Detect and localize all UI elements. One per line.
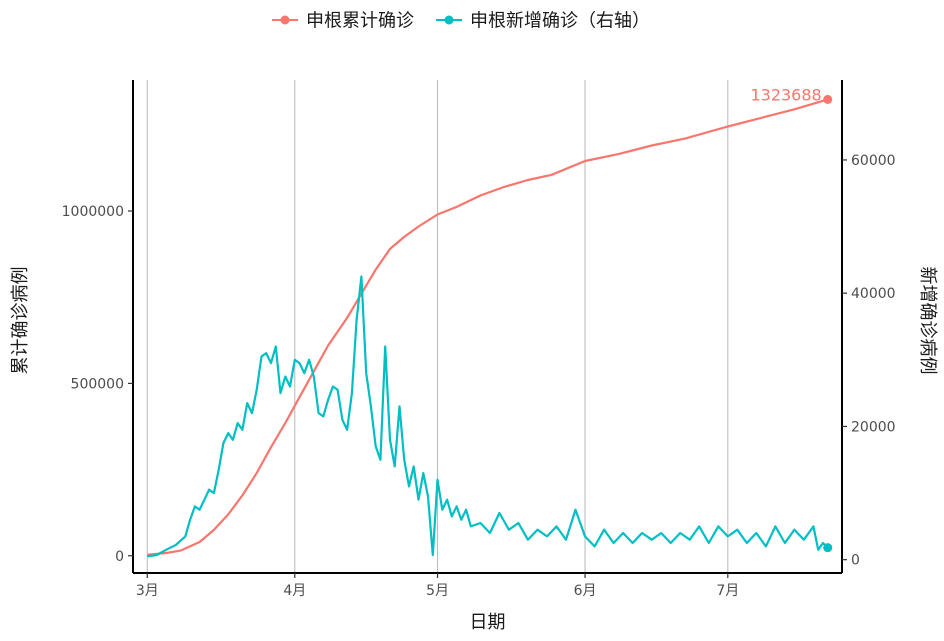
x-tick-label: 5月 <box>426 583 449 599</box>
axes: 3月 4月 5月 6月 7月 0 500000 1000000 0 20000 40000 60000 <box>62 80 896 599</box>
legend: 申根累计确诊 申根新增确诊（右轴） <box>272 11 650 32</box>
legend-key-point <box>280 15 290 25</box>
x-axis-title: 日期 <box>470 612 506 633</box>
x-tick-label: 4月 <box>283 583 306 599</box>
y-right-tick-label: 0 <box>851 553 860 569</box>
x-tick-label: 3月 <box>136 583 159 599</box>
legend-label: 申根新增确诊（右轴） <box>470 11 650 32</box>
end-value-label: 1323688 <box>750 85 821 104</box>
y-left-tick-label: 0 <box>115 549 124 565</box>
x-tick-label: 6月 <box>574 583 597 599</box>
annotation-layer: 1323688 <box>750 85 821 104</box>
cumulative-cases-end-point <box>823 94 833 104</box>
y-right-axis-title: 新增确诊病例 <box>917 267 938 375</box>
y-right-tick-label: 40000 <box>851 286 896 302</box>
y-left-axis-title: 累计确诊病例 <box>10 267 31 375</box>
y-right-tick-label: 60000 <box>851 153 896 169</box>
cumulative-cases-line <box>147 98 829 556</box>
legend-key-point <box>444 15 454 25</box>
new-cases-end-point <box>823 543 833 553</box>
new-cases-line <box>147 275 829 558</box>
y-left-tick-label: 1000000 <box>62 204 124 220</box>
y-left-tick-label: 500000 <box>71 376 124 392</box>
series-layer <box>147 94 833 558</box>
legend-label: 申根累计确诊 <box>306 11 414 32</box>
x-tick-label: 7月 <box>716 583 739 599</box>
y-right-tick-label: 20000 <box>851 419 896 435</box>
grid <box>146 80 729 573</box>
